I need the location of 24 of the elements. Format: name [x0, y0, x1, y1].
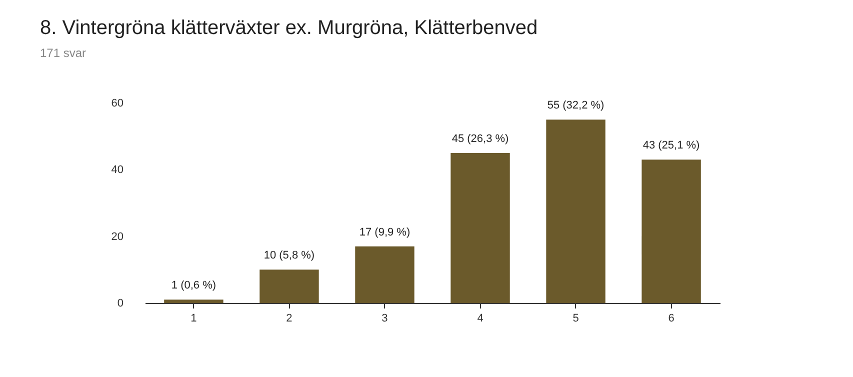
bar: [355, 246, 414, 303]
data-label: 45 (26,3 %): [452, 133, 509, 145]
data-label: 17 (9,9 %): [359, 226, 410, 238]
bar: [642, 160, 701, 303]
x-tick-label: 1: [190, 312, 197, 324]
data-label: 43 (25,1 %): [642, 140, 700, 152]
data-label: 10 (5,8 %): [264, 250, 315, 262]
x-tick-label: 4: [477, 312, 484, 324]
bar: [164, 300, 224, 303]
chart-title: 8. Vintergröna klätterväxter ex. Murgröna, Klätterbenved: [40, 17, 538, 39]
chart-subtitle: 171 svar: [40, 46, 86, 60]
bar: [546, 120, 606, 303]
y-tick-label: 40: [111, 164, 124, 176]
y-tick-label: 60: [111, 98, 124, 110]
data-label: 1 (0,6 %): [171, 280, 216, 292]
x-tick-label: 2: [286, 312, 292, 324]
bar: [450, 153, 510, 303]
y-tick-label: 0: [117, 298, 124, 310]
bar: [260, 270, 319, 303]
y-tick-label: 20: [111, 230, 124, 243]
x-tick-label: 5: [572, 312, 579, 324]
x-tick-label: 6: [668, 312, 674, 324]
data-label: 55 (32,2 %): [547, 100, 604, 112]
x-tick-label: 3: [382, 312, 388, 324]
